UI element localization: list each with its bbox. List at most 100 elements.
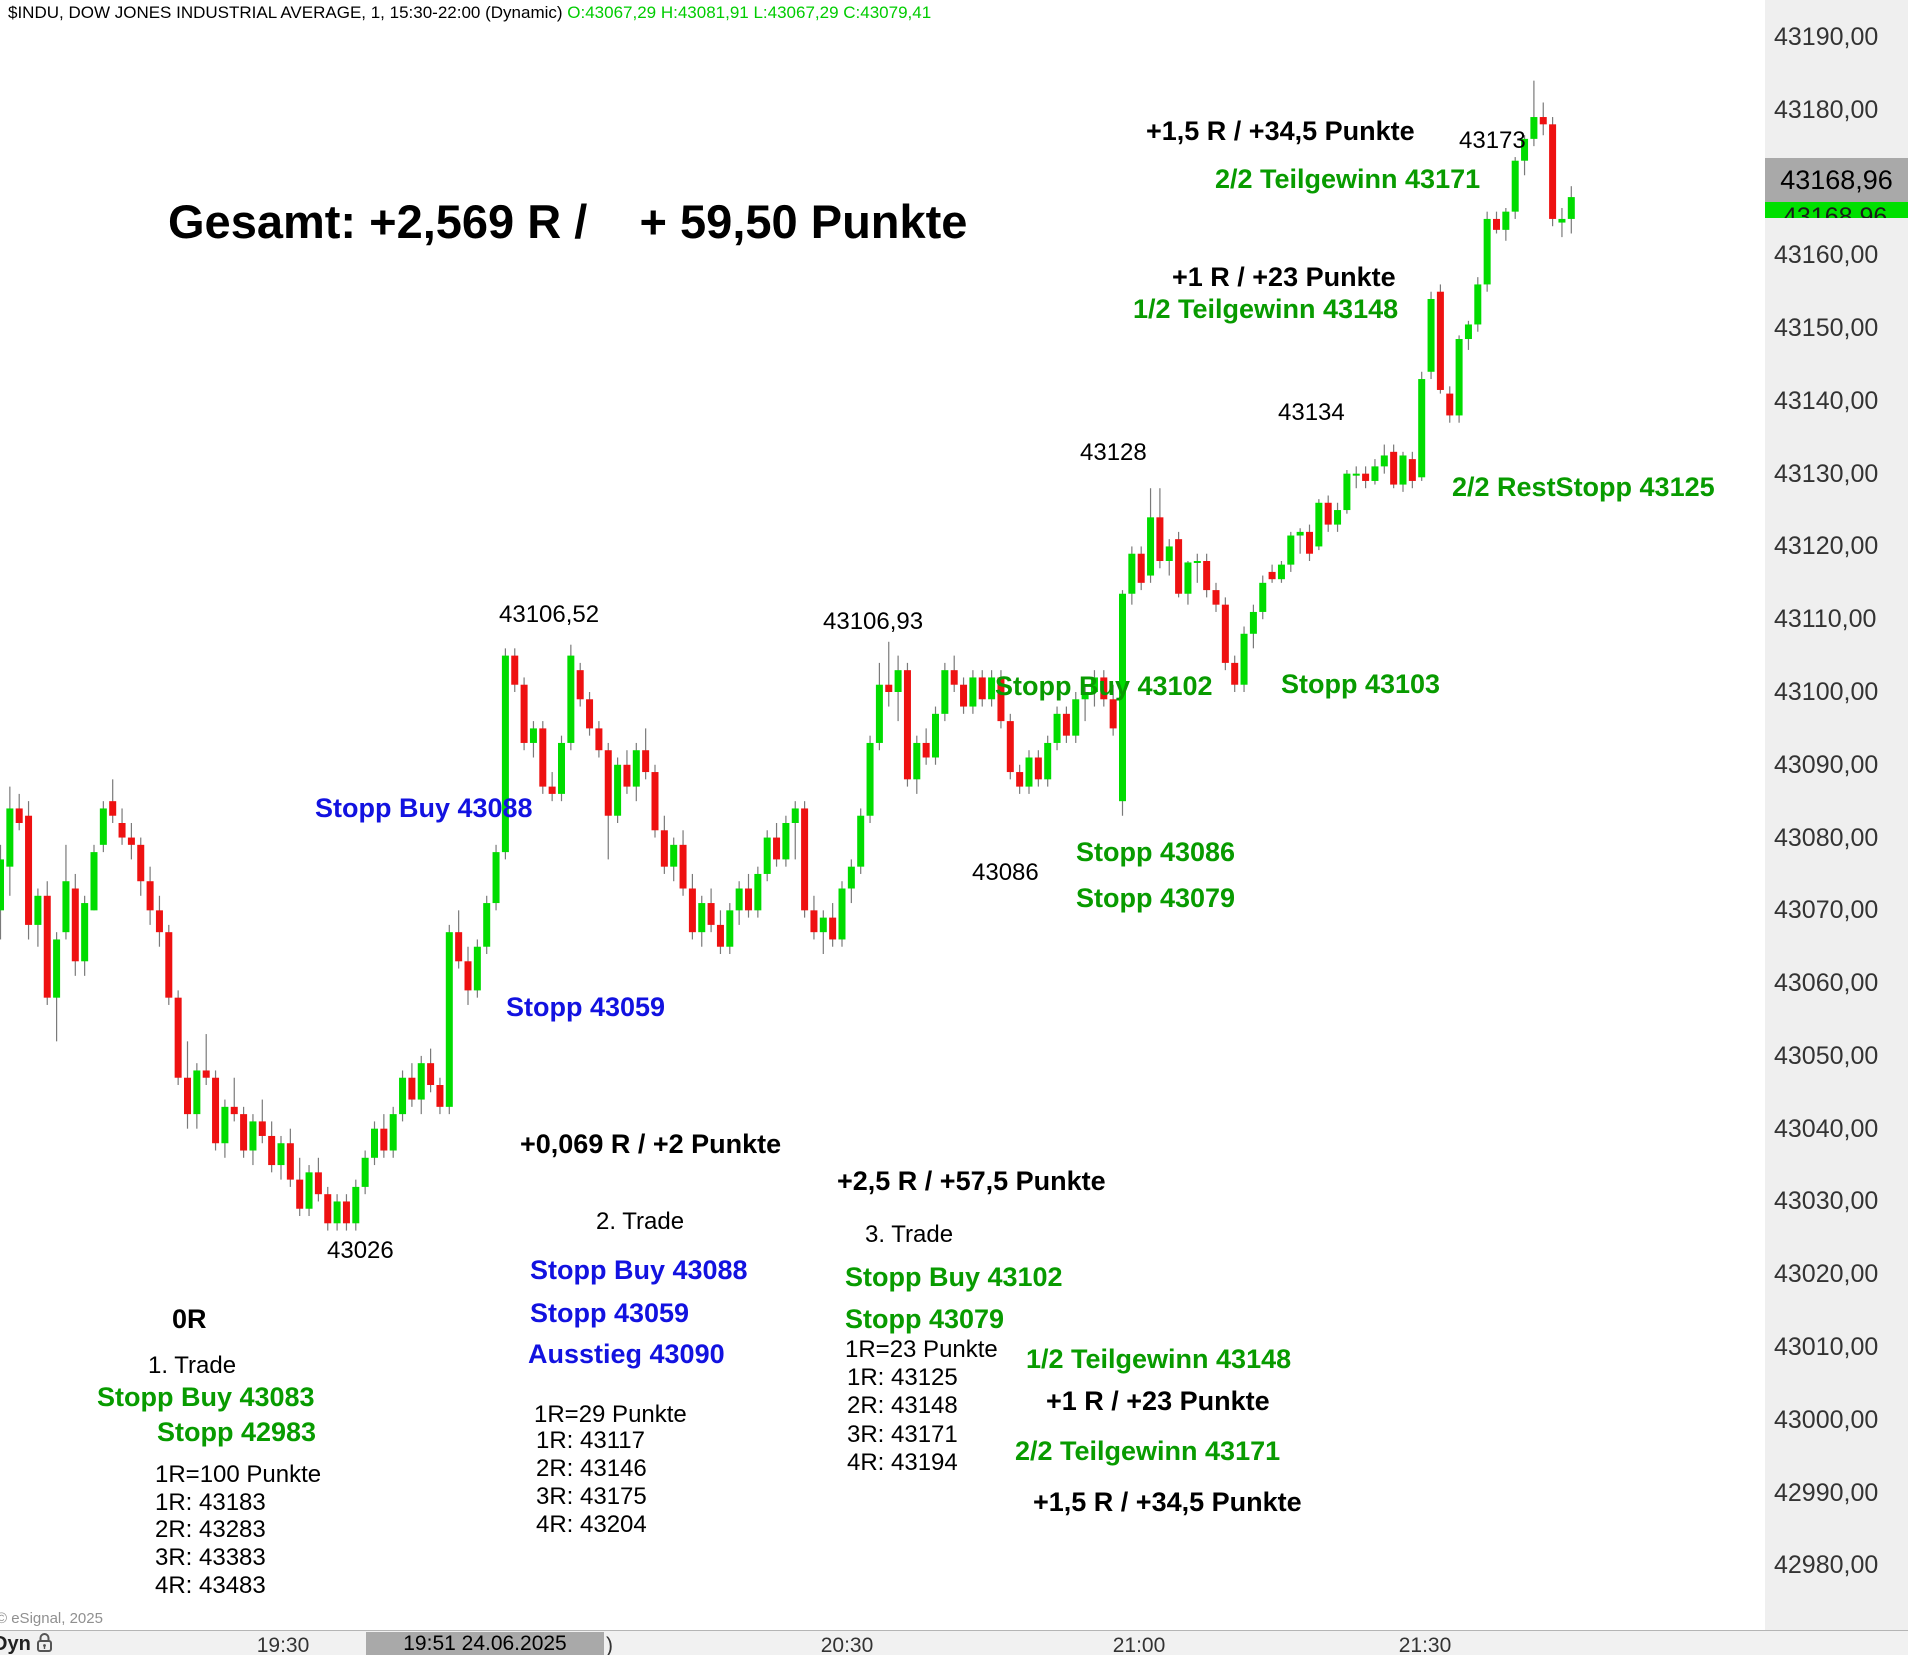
candle-up — [567, 655, 575, 743]
candle-up — [99, 808, 107, 845]
annotation-stopp-42983: Stopp 42983 — [157, 1417, 317, 1447]
candle-down — [296, 1179, 304, 1209]
candle-up — [1165, 546, 1173, 561]
candle-up — [1249, 611, 1257, 634]
candle-up — [389, 1114, 397, 1151]
candle-up — [1240, 633, 1248, 685]
candle-up — [249, 1121, 257, 1151]
current-price-badge: 43168,96 — [1765, 158, 1908, 202]
annotation-3r-43171: 3R: 43171 — [847, 1421, 958, 1448]
lock-icon[interactable] — [36, 1632, 53, 1655]
candle-up — [1090, 677, 1098, 692]
candle-up — [1502, 211, 1510, 230]
candle-down — [922, 742, 930, 758]
candle-up — [875, 684, 883, 743]
candle-up — [726, 910, 734, 947]
price-axis-label: 43120,00 — [1774, 532, 1879, 561]
candle-up — [399, 1077, 407, 1115]
annotation-1-r-23-punkte: +1 R / +23 Punkte — [1172, 262, 1396, 292]
candle-down — [118, 823, 126, 838]
annotation-1r-43117: 1R: 43117 — [536, 1427, 645, 1454]
annotation-2-5-r-57-5-punkte: +2,5 R / +57,5 Punkte — [837, 1166, 1106, 1196]
price-axis-label: 43030,00 — [1774, 1187, 1879, 1216]
annotation-1r-43125: 1R: 43125 — [847, 1364, 958, 1391]
candle-up — [1119, 593, 1126, 802]
candle-down — [1221, 604, 1229, 663]
time-axis-label: 21:00 — [1112, 1634, 1166, 1655]
candle-up — [847, 866, 855, 889]
annotation-0r: 0R — [172, 1304, 207, 1334]
annotation-1-5-r-34-5-punkte: +1,5 R / +34,5 Punkte — [1033, 1487, 1302, 1517]
candle-up — [1483, 218, 1491, 285]
candle-up — [333, 1201, 341, 1224]
annotation-2r-43148: 2R: 43148 — [847, 1392, 958, 1419]
candle-up — [670, 844, 678, 867]
annotation-ausstieg-43090: Ausstieg 43090 — [528, 1339, 725, 1369]
candle-down — [978, 677, 986, 700]
candle-down — [455, 932, 463, 962]
candle-down — [885, 684, 893, 692]
candle-down — [436, 1085, 444, 1107]
time-axis-label: 19:30 — [256, 1634, 310, 1655]
candle-up — [529, 728, 537, 743]
annotation-43128: 43128 — [1080, 439, 1147, 466]
price-axis-label: 42980,00 — [1774, 1551, 1879, 1580]
price-axis-label: 43190,00 — [1774, 22, 1879, 51]
candle-down — [174, 997, 182, 1078]
candle-down — [1016, 772, 1024, 787]
candle-up — [1259, 582, 1267, 612]
candle-down — [801, 808, 809, 911]
candle-down — [960, 684, 968, 707]
candle-down — [1006, 721, 1014, 773]
price-axis-label: 43160,00 — [1774, 241, 1879, 270]
candle-down — [184, 1077, 191, 1115]
candle-down — [716, 924, 724, 947]
candle-down — [586, 699, 594, 729]
candle-up — [1427, 298, 1435, 372]
candle-down — [1062, 713, 1070, 736]
candle-down — [286, 1143, 294, 1180]
price-axis-label: 43050,00 — [1774, 1041, 1879, 1070]
candle-up — [838, 888, 846, 940]
candle-up — [857, 815, 865, 867]
candle-up — [1334, 510, 1342, 525]
candle-up — [371, 1128, 378, 1158]
candle-down — [539, 728, 547, 787]
candle-up — [1380, 455, 1388, 467]
candle-up — [1399, 455, 1407, 485]
candle-up — [6, 808, 14, 867]
price-axis[interactable]: 43190,00 43180,00 43160,00 43150,00 43140,00… — [1765, 0, 1908, 1630]
candle-down — [1306, 531, 1313, 554]
candle-down — [1408, 459, 1416, 481]
candle-up — [305, 1172, 313, 1209]
candle-down — [1175, 539, 1183, 594]
candle-up — [1184, 562, 1192, 594]
candle-up — [53, 939, 61, 998]
candle-up — [277, 1143, 285, 1166]
annotation-43026: 43026 — [327, 1237, 394, 1264]
timestamp-suffix: ) — [606, 1634, 613, 1655]
candle-down — [1446, 393, 1454, 416]
annotation-0-069-r-2-punkte: +0,069 R / +2 Punkte — [520, 1129, 782, 1159]
candle-up — [969, 677, 977, 707]
candle-down — [548, 786, 556, 794]
candle-down — [1231, 662, 1239, 685]
annotation-1r-43183: 1R: 43183 — [155, 1489, 266, 1516]
candle-up — [1193, 560, 1201, 563]
annotation-stopp-43079: Stopp 43079 — [1076, 883, 1236, 913]
candle-up — [1352, 473, 1360, 476]
candle-up — [352, 1186, 360, 1224]
candlestick-chart[interactable] — [0, 0, 1765, 1630]
candle-up — [1558, 218, 1566, 223]
candle-down — [258, 1121, 266, 1136]
candle-down — [651, 772, 659, 831]
candle-up — [1521, 138, 1529, 161]
candle-up — [558, 742, 565, 794]
candle-down — [1324, 502, 1332, 525]
candle-up — [735, 888, 743, 911]
candle-up — [1455, 339, 1463, 416]
dyn-button[interactable]: Dyn — [0, 1633, 31, 1655]
candle-up — [1081, 692, 1089, 700]
candle-up — [492, 852, 500, 904]
candle-up — [932, 713, 939, 758]
